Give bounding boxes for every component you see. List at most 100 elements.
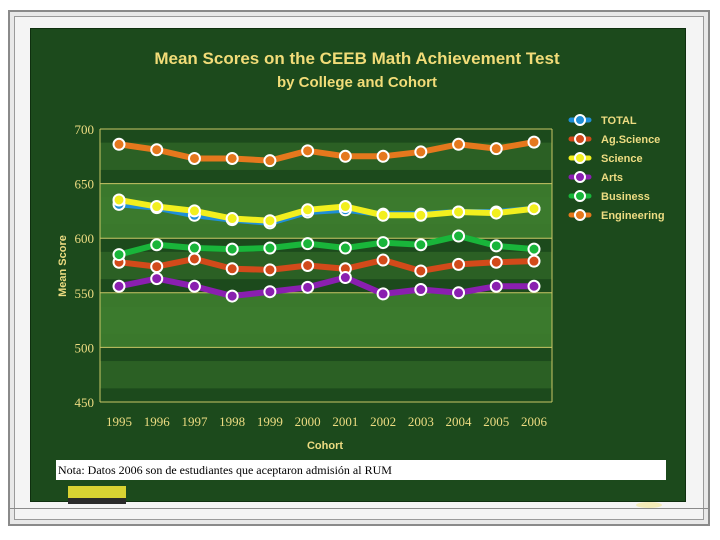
data-point-business <box>338 241 352 255</box>
legend-label-total: TOTAL <box>601 115 637 127</box>
x-tick-label: 2002 <box>370 414 396 429</box>
data-point-business <box>112 248 126 262</box>
legend-label-business: Business <box>601 191 650 203</box>
data-point-business <box>301 237 315 251</box>
x-tick-label: 2000 <box>295 414 321 429</box>
data-point-engineering <box>527 135 541 149</box>
data-point-ag-science <box>225 262 239 276</box>
data-point-ag-science <box>527 254 541 268</box>
x-tick-label: 2006 <box>521 414 548 429</box>
data-point-arts <box>527 279 541 293</box>
data-point-business <box>489 239 503 253</box>
data-point-arts <box>338 271 352 285</box>
legend-marker-business <box>574 190 586 202</box>
y-tick-label: 650 <box>75 177 95 192</box>
x-axis-label: Cohort <box>307 440 343 452</box>
x-tick-label: 2004 <box>446 414 473 429</box>
data-point-science <box>150 200 164 214</box>
data-point-ag-science <box>263 263 277 277</box>
data-point-business <box>150 238 164 252</box>
legend-marker-engineering <box>574 209 586 221</box>
data-point-science <box>527 202 541 216</box>
legend-marker-science <box>574 152 586 164</box>
data-point-business <box>414 238 428 252</box>
legend-marker-ag-science <box>574 133 586 145</box>
data-point-science <box>452 205 466 219</box>
data-point-engineering <box>338 149 352 163</box>
data-point-engineering <box>263 154 277 168</box>
data-point-science <box>489 206 503 220</box>
data-point-ag-science <box>452 257 466 271</box>
chart-subtitle: by College and Cohort <box>277 74 437 91</box>
data-point-arts <box>263 285 277 299</box>
data-point-engineering <box>225 151 239 165</box>
y-tick-label: 550 <box>75 286 95 301</box>
data-point-business <box>225 242 239 256</box>
data-point-arts <box>187 279 201 293</box>
legend-label-science: Science <box>601 153 643 165</box>
data-point-engineering <box>452 137 466 151</box>
data-point-arts <box>301 280 315 294</box>
footnote: Nota: Datos 2006 son de estudiantes que … <box>56 460 666 480</box>
data-point-ag-science <box>301 259 315 272</box>
x-tick-label: 2003 <box>408 414 434 429</box>
data-point-ag-science <box>187 252 201 266</box>
data-point-engineering <box>414 145 428 159</box>
data-point-arts <box>150 272 164 286</box>
data-point-engineering <box>301 144 315 158</box>
x-tick-label: 1996 <box>144 414 171 429</box>
x-tick-label: 2005 <box>483 414 509 429</box>
legend-marker-total <box>574 114 586 126</box>
data-point-arts <box>489 279 503 293</box>
chart-title: Mean Scores on the CEEB Math Achievement… <box>154 49 560 68</box>
data-point-arts <box>225 289 239 303</box>
corner-highlight <box>636 502 662 508</box>
data-point-ag-science <box>489 255 503 269</box>
x-tick-label: 1995 <box>106 414 132 429</box>
x-tick-label: 1998 <box>219 414 245 429</box>
data-point-business <box>376 236 390 250</box>
data-point-arts <box>112 279 126 293</box>
grid-subband-2 <box>100 306 552 334</box>
x-tick-label: 1997 <box>181 414 208 429</box>
chalk-eraser <box>68 486 126 498</box>
legend-marker-arts <box>574 171 586 183</box>
data-point-engineering <box>150 143 164 157</box>
data-point-engineering <box>376 149 390 163</box>
data-point-science <box>338 200 352 214</box>
data-point-engineering <box>187 151 201 165</box>
x-tick-label: 1999 <box>257 414 283 429</box>
data-point-arts <box>414 283 428 297</box>
data-point-science <box>263 214 277 228</box>
y-tick-label: 700 <box>75 122 95 137</box>
chalk-tray-shadow <box>68 498 126 504</box>
data-point-arts <box>452 286 466 300</box>
legend-label-arts: Arts <box>601 172 623 184</box>
y-tick-label: 500 <box>75 340 95 355</box>
y-tick-label: 600 <box>75 231 95 246</box>
data-point-science <box>376 208 390 222</box>
data-point-ag-science <box>376 253 390 267</box>
data-point-business <box>527 242 541 256</box>
data-point-science <box>301 203 315 217</box>
grid-subband-1 <box>100 361 552 389</box>
legend-label-ag-science: Ag.Science <box>601 134 660 146</box>
data-point-engineering <box>112 137 126 151</box>
y-axis-label: Mean Score <box>57 235 69 297</box>
legend-label-engineering: Engineering <box>601 210 665 222</box>
data-point-arts <box>376 287 390 301</box>
slide-bottom-strip <box>8 508 710 526</box>
data-point-science <box>112 193 126 207</box>
data-point-business <box>187 241 201 255</box>
x-tick-label: 2001 <box>332 414 358 429</box>
data-point-business <box>263 241 277 255</box>
data-point-ag-science <box>150 260 164 274</box>
data-point-engineering <box>489 142 503 156</box>
data-point-science <box>414 208 428 222</box>
grid-band-2 <box>100 292 552 348</box>
data-point-business <box>452 229 466 243</box>
data-point-ag-science <box>414 264 428 278</box>
data-point-science <box>187 204 201 218</box>
data-point-science <box>225 212 239 226</box>
